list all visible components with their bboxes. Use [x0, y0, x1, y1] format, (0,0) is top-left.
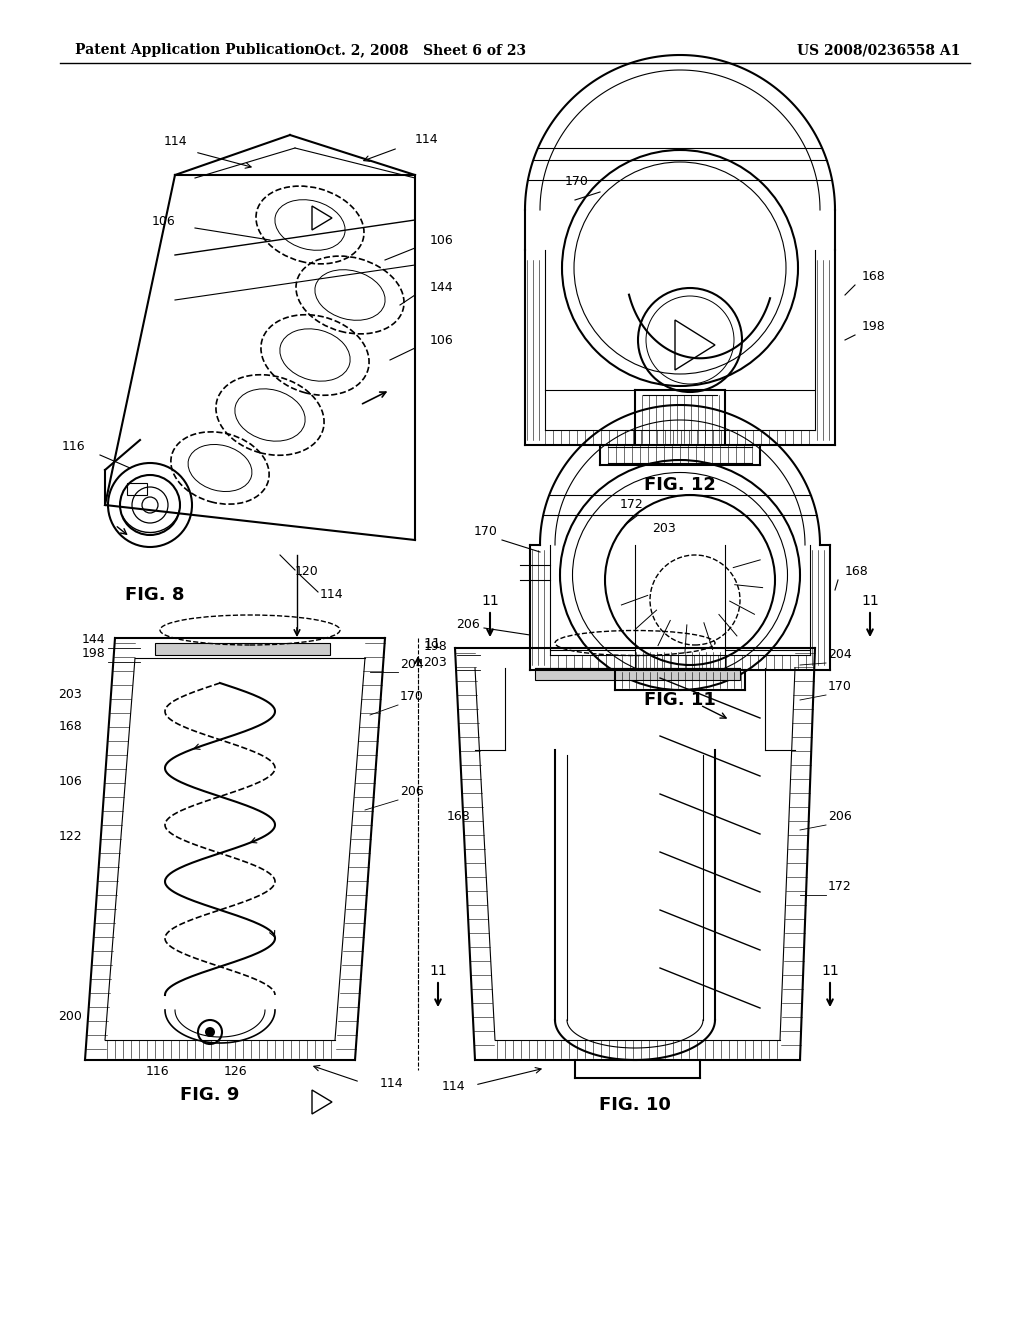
Text: 206: 206	[457, 618, 480, 631]
Text: 170: 170	[828, 680, 852, 693]
Text: FIG. 9: FIG. 9	[180, 1086, 240, 1104]
Text: 126: 126	[223, 1065, 247, 1078]
Text: 172: 172	[828, 880, 852, 894]
Text: 200: 200	[58, 1010, 82, 1023]
Text: 203: 203	[58, 688, 82, 701]
Text: 172: 172	[620, 498, 644, 511]
Text: 114: 114	[163, 135, 186, 148]
Text: FIG. 12: FIG. 12	[644, 477, 716, 494]
Text: 170: 170	[474, 525, 498, 539]
Text: 170: 170	[565, 176, 589, 187]
Text: 106: 106	[430, 334, 454, 347]
Text: Oct. 2, 2008   Sheet 6 of 23: Oct. 2, 2008 Sheet 6 of 23	[314, 44, 526, 57]
Text: 206: 206	[400, 785, 424, 799]
Text: 168: 168	[447, 810, 471, 822]
Text: FIG. 10: FIG. 10	[599, 1096, 671, 1114]
Text: FIG. 8: FIG. 8	[125, 586, 184, 605]
Text: US 2008/0236558 A1: US 2008/0236558 A1	[797, 44, 961, 57]
Text: 106: 106	[152, 215, 175, 228]
Text: 116: 116	[145, 1065, 169, 1078]
Text: 114: 114	[380, 1077, 403, 1090]
Text: 204: 204	[828, 648, 852, 661]
Text: 198: 198	[862, 319, 886, 333]
Text: 11: 11	[423, 638, 440, 651]
Text: FIG. 11: FIG. 11	[644, 690, 716, 709]
Text: 11: 11	[429, 964, 446, 978]
Text: 114: 114	[441, 1080, 465, 1093]
Text: 11: 11	[821, 964, 839, 978]
Text: 11: 11	[481, 594, 499, 609]
Circle shape	[205, 1027, 215, 1038]
Text: 168: 168	[862, 271, 886, 282]
Text: 203: 203	[652, 521, 676, 535]
Text: 203: 203	[423, 656, 447, 669]
Text: 198: 198	[81, 647, 105, 660]
Text: 114: 114	[415, 133, 438, 147]
Bar	[535, 668, 740, 680]
Text: 170: 170	[400, 690, 424, 704]
Bar	[155, 643, 330, 655]
Text: 106: 106	[58, 775, 82, 788]
Text: 120: 120	[295, 565, 318, 578]
Text: 168: 168	[845, 565, 868, 578]
Text: 122: 122	[58, 830, 82, 843]
Text: 144: 144	[430, 281, 454, 294]
Text: Patent Application Publication: Patent Application Publication	[75, 44, 314, 57]
Text: 198: 198	[423, 640, 447, 653]
Text: 106: 106	[430, 234, 454, 247]
Text: 11: 11	[861, 594, 879, 609]
Text: 144: 144	[81, 634, 105, 645]
Text: 206: 206	[828, 810, 852, 822]
Text: 116: 116	[61, 440, 85, 453]
Text: 168: 168	[58, 719, 82, 733]
Text: 114: 114	[319, 587, 344, 601]
Text: 204: 204	[400, 657, 424, 671]
Bar	[127, 483, 147, 495]
